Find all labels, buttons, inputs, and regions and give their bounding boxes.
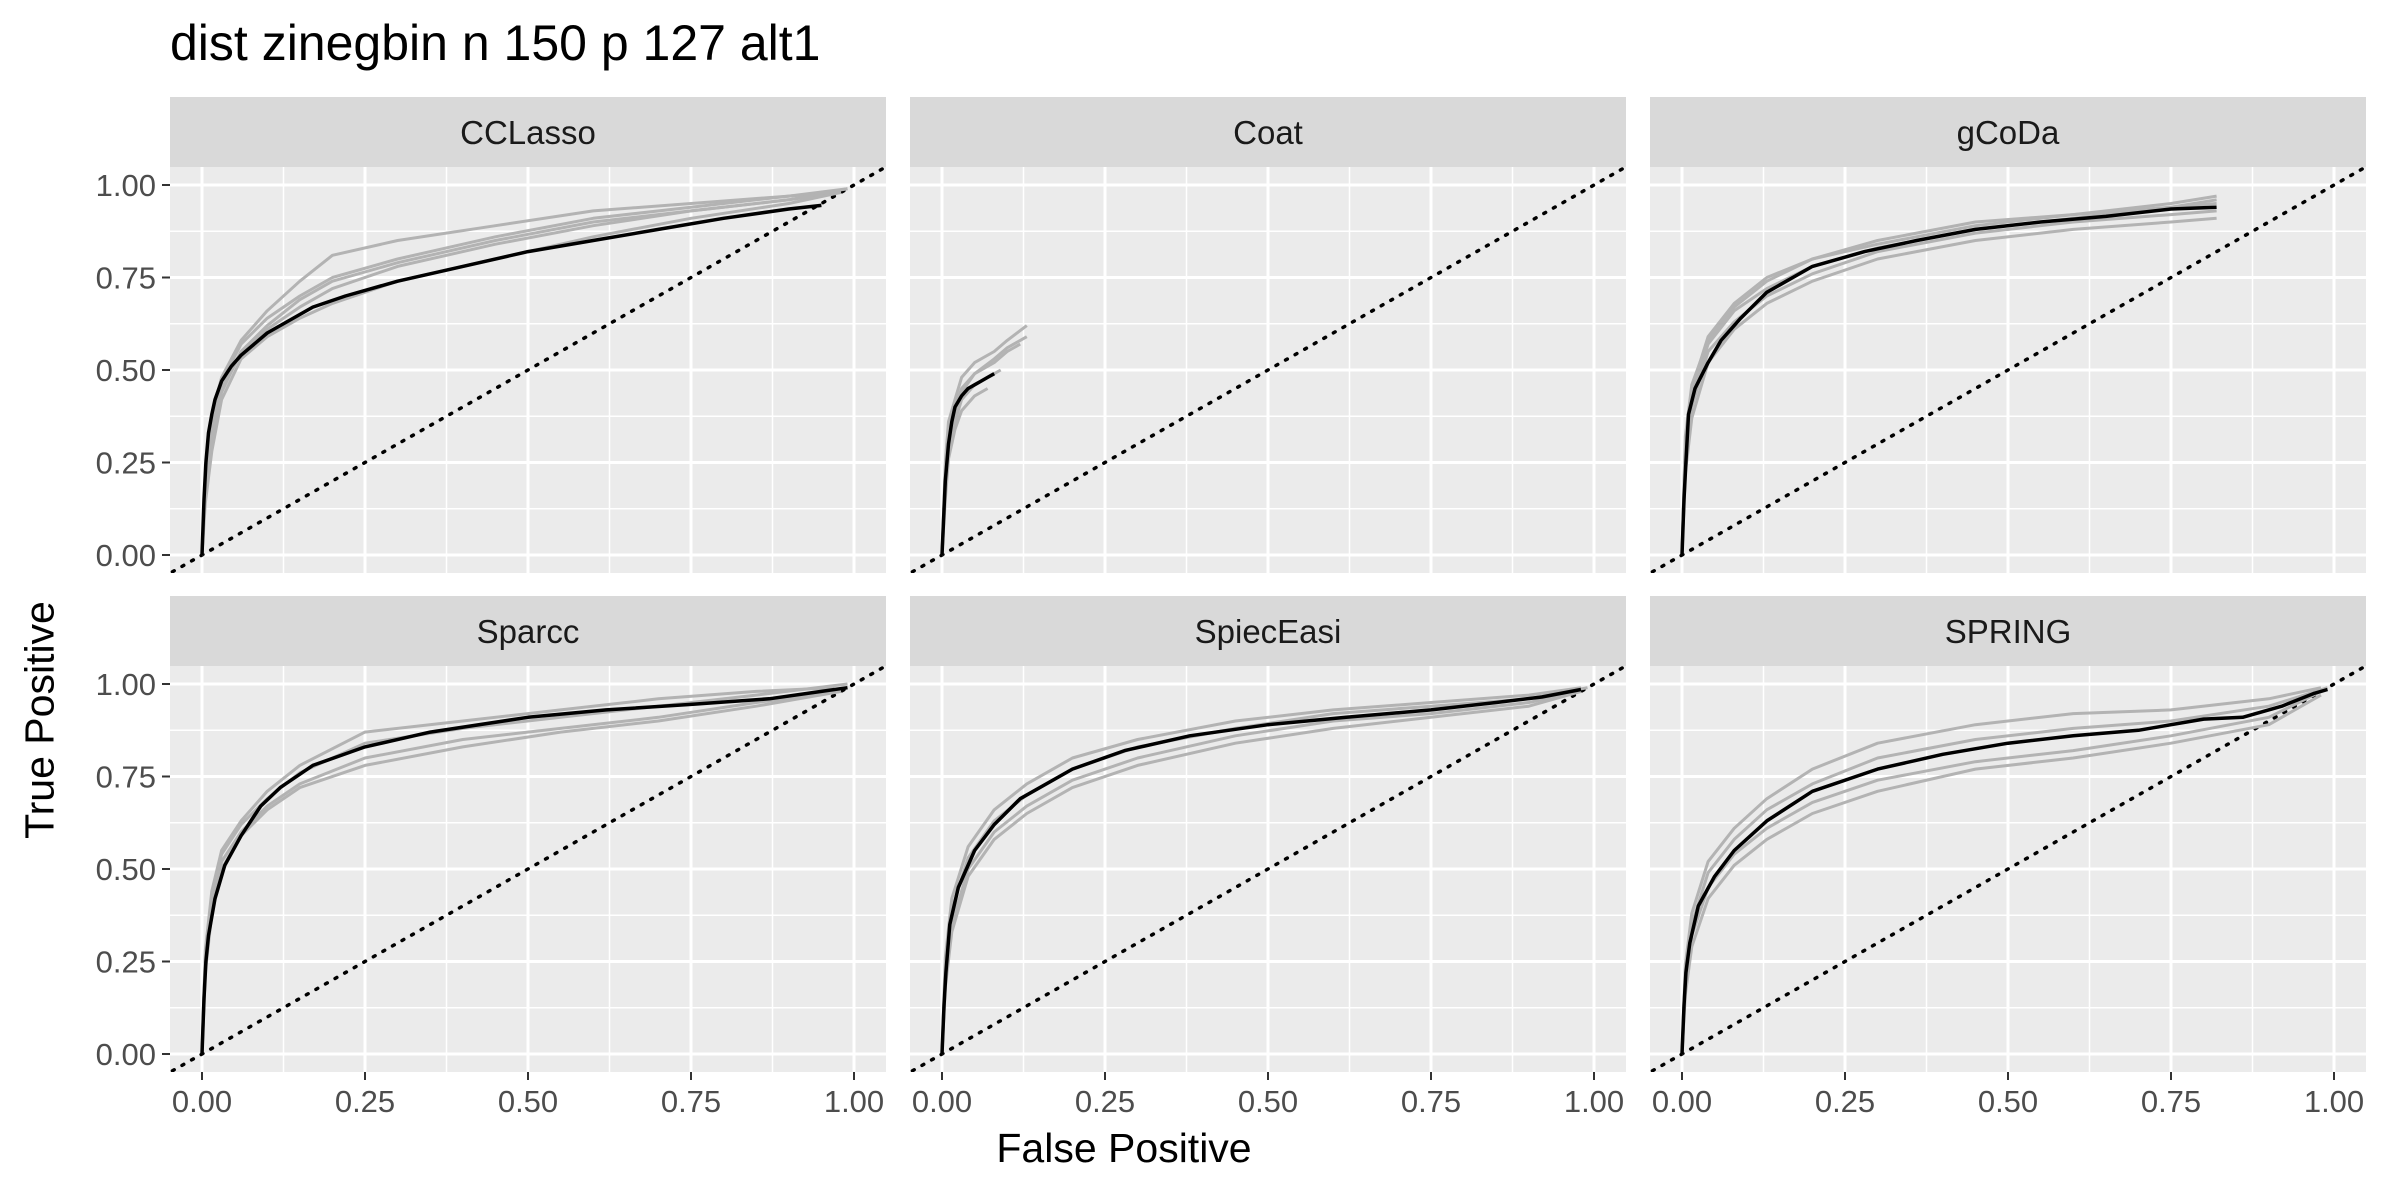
y-tick-label: 1.00 [96, 667, 156, 702]
x-tick-label: 0.50 [498, 1084, 558, 1119]
x-tick-label: 0.75 [661, 1084, 721, 1119]
panel-sparcc: Sparcc 0.00 0.25 0.50 0.75 1.00 0.00 0.25 0.50 0.… [96, 596, 886, 1119]
x-tick-label: 0.00 [172, 1084, 232, 1119]
panel-content [1650, 167, 2366, 573]
x-tick-label: 0.75 [1401, 1084, 1461, 1119]
panel-strip [1650, 97, 2366, 167]
x-tick-label: 0.00 [1652, 1084, 1712, 1119]
replicate-roc-line [940, 689, 1582, 1055]
panel-spring: SPRING 0.00 0.25 0.50 0.75 1.00 [1650, 596, 2366, 1119]
panel-gcoda: gCoDa [1650, 97, 2366, 573]
y-tick-label: 0.75 [96, 261, 156, 296]
replicate-roc-line [1680, 198, 2217, 556]
panel-coat: Coat [910, 97, 1626, 573]
replicate-roc-line [940, 686, 1582, 1055]
panel-strip [1650, 596, 2366, 666]
x-tick-label: 0.25 [1815, 1084, 1875, 1119]
panel-strip [910, 97, 1626, 167]
panel-strip-label: Coat [1233, 114, 1303, 151]
y-tick-label: 0.00 [96, 1037, 156, 1072]
replicate-roc-line [200, 187, 848, 556]
panel-strip-label: CCLasso [460, 114, 596, 151]
replicate-roc-line [200, 187, 848, 556]
x-tick-label: 1.00 [824, 1084, 884, 1119]
replicate-roc-line [940, 689, 1582, 1055]
mean-roc-line [200, 685, 848, 1055]
panel-strip-label: gCoDa [1957, 114, 2060, 151]
mean-roc-line [1680, 205, 2217, 556]
panel-strip-label: SPRING [1945, 613, 2072, 650]
reference-diagonal [910, 666, 1626, 1072]
panel-content [910, 666, 1626, 1072]
y-tick-label: 0.50 [96, 852, 156, 887]
replicate-roc-line [200, 190, 842, 556]
x-axis-label: False Positive [996, 1125, 1252, 1171]
x-tick-label: 0.25 [1075, 1084, 1135, 1119]
y-tick-label: 0.25 [96, 446, 156, 481]
x-tick-label: 0.25 [335, 1084, 395, 1119]
chart-title: dist zinegbin n 150 p 127 alt1 [170, 15, 821, 71]
replicate-roc-line [1680, 216, 2217, 556]
replicate-roc-line [1680, 686, 2328, 1055]
x-tick-label: 1.00 [1564, 1084, 1624, 1119]
y-tick-label: 0.00 [96, 538, 156, 573]
x-tick-label: 1.00 [2304, 1084, 2364, 1119]
panel-spieceasi: SpiecEasi 0.00 0.25 0.50 0.75 1.00 [910, 596, 1626, 1119]
mean-roc-line [940, 687, 1582, 1055]
mean-roc-line [1680, 687, 2328, 1055]
panel-content [1650, 666, 2366, 1072]
mean-roc-line [940, 372, 996, 556]
panel-strip [910, 596, 1626, 666]
replicate-roc-line [200, 686, 835, 1055]
x-tick-label: 0.50 [1978, 1084, 2038, 1119]
panel-content [170, 167, 886, 573]
replicate-roc-line [1680, 693, 2322, 1055]
y-axis-label: True Positive [16, 601, 63, 839]
reference-diagonal [1650, 666, 2366, 1072]
x-tick-label: 0.75 [2141, 1084, 2201, 1119]
replicate-roc-line [1680, 686, 2322, 1055]
panel-content [910, 167, 1626, 573]
y-tick-label: 1.00 [96, 168, 156, 203]
panel-cclasso: CCLasso 0.00 0.25 0.50 0.75 1.00 [96, 97, 886, 573]
x-tick-label: 0.00 [912, 1084, 972, 1119]
panel-strip [170, 596, 886, 666]
reference-diagonal [170, 666, 886, 1072]
y-tick-label: 0.25 [96, 945, 156, 980]
reference-diagonal [170, 167, 886, 573]
y-tick-label: 0.75 [96, 760, 156, 795]
panel-strip-label: SpiecEasi [1195, 613, 1342, 650]
reference-diagonal [1650, 167, 2366, 573]
panel-strip [170, 97, 886, 167]
reference-diagonal [910, 167, 1626, 573]
y-tick-label: 0.50 [96, 353, 156, 388]
mean-roc-line [200, 203, 822, 556]
panel-content [170, 666, 886, 1072]
x-tick-label: 0.50 [1238, 1084, 1298, 1119]
panel-strip-label: Sparcc [477, 613, 580, 650]
